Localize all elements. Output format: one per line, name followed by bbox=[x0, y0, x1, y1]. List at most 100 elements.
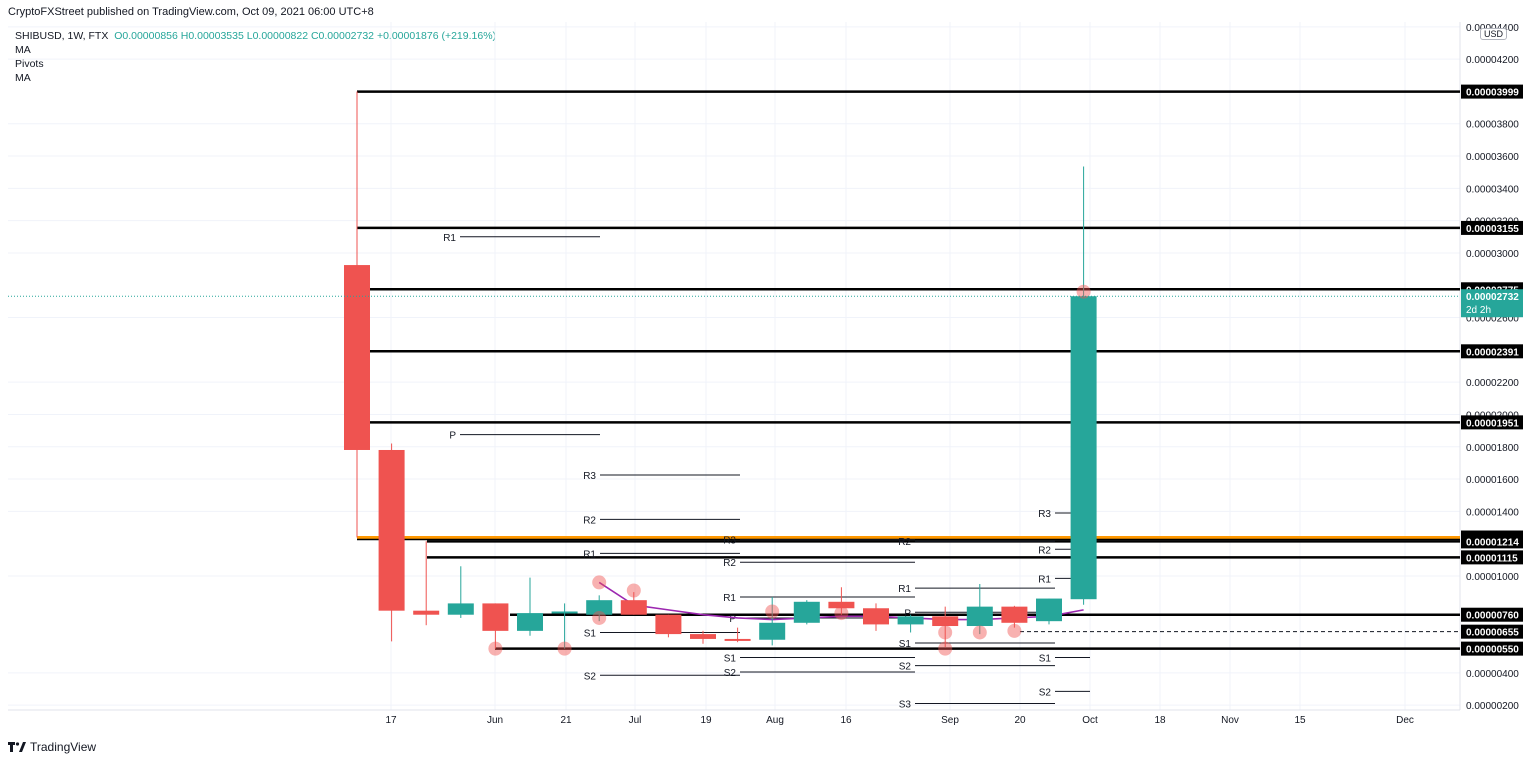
x-tick-label: 15 bbox=[1294, 715, 1306, 726]
price-level-tag bbox=[1461, 624, 1523, 639]
footer-brand-label: TradingView bbox=[30, 740, 97, 754]
pivot-label: R2 bbox=[583, 515, 596, 526]
y-tick-label: 0.00003000 bbox=[1466, 249, 1519, 260]
price-level-tag-label: 0.00001115 bbox=[1466, 553, 1518, 564]
y-tick-label: 0.00001800 bbox=[1466, 443, 1519, 454]
price-level-tag bbox=[1461, 220, 1523, 235]
y-tick-label: 0.00002600 bbox=[1466, 314, 1519, 325]
signal-markers bbox=[488, 284, 1091, 656]
signal-marker bbox=[488, 641, 503, 656]
y-tick-label: 0.00001000 bbox=[1466, 572, 1519, 583]
last-price-label: 0.00002732 bbox=[1466, 292, 1519, 303]
candle-body bbox=[413, 610, 440, 615]
candle-body bbox=[690, 634, 716, 639]
symbol-info[interactable]: SHIBUSD, 1W, FTX bbox=[15, 30, 109, 42]
signal-marker bbox=[592, 575, 607, 590]
x-tick-label: Aug bbox=[766, 715, 784, 726]
candle-body bbox=[759, 622, 786, 640]
chart-axes: 0.000044000.000042000.000038000.00003600… bbox=[8, 22, 1519, 726]
price-level-tag-label: 0.00003155 bbox=[1466, 224, 1519, 235]
candle-body bbox=[447, 603, 474, 615]
candles bbox=[344, 91, 1097, 649]
tradingview-logo-icon bbox=[8, 742, 26, 752]
pivot-label: S2 bbox=[1039, 687, 1052, 698]
chart-legend: SHIBUSD, 1W, FTX O0.00000856 H0.00003535… bbox=[15, 29, 496, 85]
candle-body bbox=[724, 638, 751, 641]
candle-body bbox=[586, 600, 613, 615]
pivot-label: S1 bbox=[1039, 654, 1052, 665]
y-tick-label: 0.00003400 bbox=[1466, 184, 1519, 195]
indicator-ma-2[interactable]: MA bbox=[15, 72, 31, 84]
pivot-label: S3 bbox=[899, 700, 912, 711]
candle-body bbox=[863, 608, 889, 625]
x-tick-label: 19 bbox=[700, 715, 712, 726]
price-level-tag-label: 0.00001951 bbox=[1466, 418, 1519, 429]
pivot-label: R3 bbox=[1038, 509, 1051, 520]
signal-marker bbox=[592, 610, 607, 625]
pivot-label: R1 bbox=[443, 233, 456, 244]
x-tick-label: Jul bbox=[629, 715, 642, 726]
pivot-label: S1 bbox=[899, 639, 912, 650]
pivot-label: S2 bbox=[584, 671, 597, 682]
candle-body bbox=[378, 449, 405, 611]
pivot-label: S1 bbox=[724, 654, 737, 665]
candle-body bbox=[551, 611, 578, 614]
x-tick-label: 21 bbox=[560, 715, 572, 726]
y-tick-label: 0.00003600 bbox=[1466, 152, 1519, 163]
price-level-tag-label: 0.00002391 bbox=[1466, 347, 1519, 358]
price-chart[interactable]: 0.000044000.000042000.000038000.00003600… bbox=[0, 0, 1536, 735]
pivot-label: P bbox=[729, 614, 736, 625]
signal-marker bbox=[1076, 284, 1091, 299]
candle-body bbox=[344, 265, 370, 450]
candle-body bbox=[828, 601, 855, 609]
pivot-label: S1 bbox=[584, 628, 597, 639]
x-tick-label: Oct bbox=[1082, 715, 1098, 726]
signal-marker bbox=[938, 641, 953, 656]
candle-body bbox=[793, 601, 820, 623]
price-level-tag-label: 0.00003999 bbox=[1466, 88, 1519, 99]
pivot-label: R1 bbox=[1038, 574, 1051, 585]
price-level-tag bbox=[1461, 534, 1523, 549]
candle-body bbox=[482, 603, 509, 631]
footer-brand[interactable]: TradingView bbox=[8, 740, 96, 754]
price-labels: 0.000039990.000031550.000027750.00002391… bbox=[8, 84, 1523, 656]
candle-body bbox=[1070, 296, 1097, 600]
indicator-ma-1[interactable]: MA bbox=[15, 44, 31, 56]
candle-body bbox=[1036, 598, 1062, 622]
ohlc-values: O0.00000856 H0.00003535 L0.00000822 C0.0… bbox=[114, 30, 497, 42]
price-level-tag bbox=[1461, 344, 1523, 359]
signal-marker bbox=[938, 625, 953, 640]
x-tick-label: 18 bbox=[1154, 715, 1166, 726]
x-tick-label: 17 bbox=[385, 715, 397, 726]
signal-marker bbox=[626, 583, 641, 598]
y-tick-label: 0.00004200 bbox=[1466, 55, 1519, 66]
signal-marker bbox=[834, 606, 849, 621]
price-levels bbox=[356, 90, 1460, 650]
signal-marker bbox=[1007, 623, 1022, 638]
publish-header: CryptoFXStreet published on TradingView.… bbox=[8, 6, 374, 18]
chart-grid bbox=[8, 22, 1460, 710]
price-level-tag bbox=[1461, 550, 1523, 565]
last-price-tag bbox=[1461, 289, 1523, 318]
pivot-label: S2 bbox=[899, 662, 912, 673]
candle-body bbox=[932, 616, 959, 627]
countdown-label: 2d 2h bbox=[1466, 305, 1491, 316]
candle-body bbox=[897, 616, 924, 625]
candle-body bbox=[655, 614, 682, 635]
candle-body bbox=[1001, 606, 1028, 623]
y-tick-label: 0.00001400 bbox=[1466, 507, 1519, 518]
indicator-pivots[interactable]: Pivots bbox=[15, 58, 44, 70]
pivot-label: P bbox=[449, 431, 456, 442]
price-level-tag-label: 0.00000760 bbox=[1466, 611, 1519, 622]
pivot-label: R2 bbox=[723, 558, 736, 569]
pivot-label: R1 bbox=[898, 584, 911, 595]
x-tick-label: 16 bbox=[840, 715, 852, 726]
x-tick-label: Dec bbox=[1396, 715, 1414, 726]
price-level-tag-label: 0.00000550 bbox=[1466, 645, 1519, 656]
currency-badge[interactable]: USD bbox=[1480, 28, 1508, 40]
price-level-tag bbox=[1461, 84, 1523, 99]
signal-marker bbox=[765, 604, 780, 619]
pivot-label: P bbox=[904, 608, 911, 619]
y-tick-label: 0.00000200 bbox=[1466, 701, 1519, 712]
y-tick-label: 0.00002200 bbox=[1466, 378, 1519, 389]
